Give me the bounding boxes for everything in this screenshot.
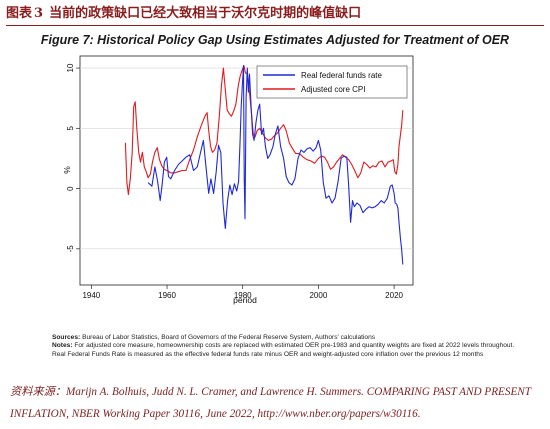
header-rule	[6, 25, 544, 26]
x-tick-label: 2000	[309, 291, 327, 300]
series-lines	[124, 65, 404, 265]
chart-notes: Sources: Bureau of Labor Statistics, Boa…	[52, 334, 522, 359]
notes-line: Notes: For adjusted core measure, homeow…	[52, 342, 522, 359]
y-axis-label: %	[62, 166, 72, 174]
series-line-real-fed-funds-rate	[147, 65, 404, 265]
source-text: Marijn A. Bolhuis, Judd N. L. Cramer, an…	[10, 386, 531, 420]
figure-number: 3	[34, 6, 44, 21]
source-prefix: 资料来源：	[10, 386, 66, 398]
sources-line: Sources: Bureau of Labor Statistics, Boa…	[52, 334, 522, 342]
chart-title: Figure 7: Historical Policy Gap Using Es…	[40, 33, 510, 47]
x-axis: 1940 1960 1980 2000 2020	[82, 285, 404, 300]
x-axis-label: period	[233, 295, 257, 305]
x-tick-label: 1980	[234, 291, 252, 300]
y-tick-label: -5	[66, 245, 75, 253]
figure-header: 图表 3 当前的政策缺口已经大致相当于沃尔克时期的峰值缺口	[6, 5, 544, 23]
legend-box	[256, 65, 408, 99]
sources-text: Bureau of Labor Statistics, Board of Gov…	[82, 334, 376, 341]
notes-text: For adjusted core measure, homeownership…	[52, 342, 515, 358]
legend-label: Real federal funds rate	[301, 71, 382, 80]
y-tick-label: 0	[66, 186, 75, 191]
legend: Real federal funds rate Adjusted core CPI	[256, 65, 408, 99]
source-citation: 资料来源：Marijn A. Bolhuis, Judd N. L. Crame…	[10, 381, 545, 425]
x-tick-label: 2020	[385, 291, 403, 300]
figure-caption: 当前的政策缺口已经大致相当于沃尔克时期的峰值缺口	[49, 6, 362, 21]
x-tick-label: 1940	[82, 291, 100, 300]
sources-label: Sources:	[52, 334, 81, 341]
line-chart: 1940 1960 1980 2000 2020 -5 0 5 10 period % Rea…	[62, 55, 414, 305]
figure-label: 图表	[6, 6, 33, 21]
legend-label: Adjusted core CPI	[301, 85, 365, 94]
x-tick-label: 1960	[158, 291, 176, 300]
notes-label: Notes:	[52, 342, 73, 350]
y-tick-label: 10	[66, 63, 75, 72]
y-tick-label: 5	[66, 126, 75, 131]
y-axis: -5 0 5 10	[66, 63, 80, 252]
